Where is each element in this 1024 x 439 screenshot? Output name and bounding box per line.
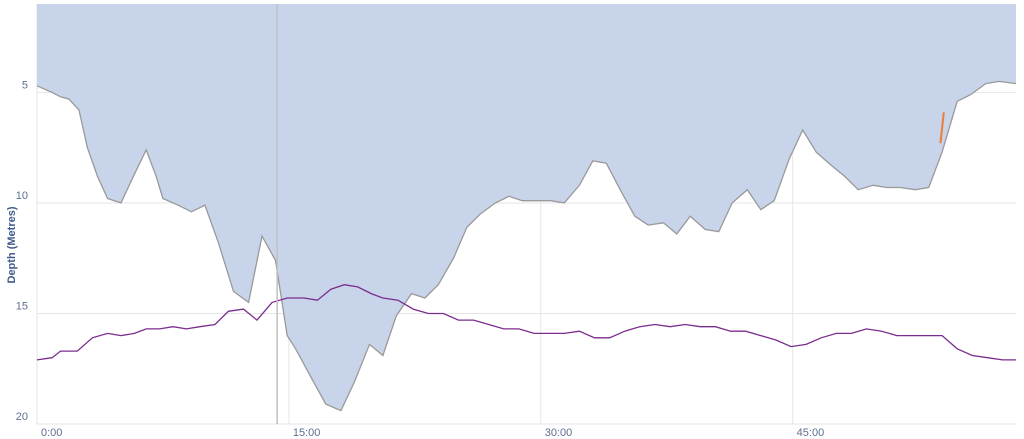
y-tick-label: 15 <box>16 300 28 312</box>
x-tick-label: 15:00 <box>293 427 321 439</box>
x-tick-label: 30:00 <box>545 427 573 439</box>
y-tick-label: 10 <box>16 190 28 202</box>
x-tick-label: 0:00 <box>41 427 62 439</box>
temperature-line <box>36 284 1016 361</box>
depth-profile-line <box>36 80 1017 412</box>
depth-area <box>37 4 1016 411</box>
y-axis-label: Depth (Metres) <box>6 206 18 283</box>
y-axis-ticks: 5 10 15 20 <box>16 79 28 423</box>
y-tick-label: 5 <box>22 79 28 91</box>
x-axis-ticks: 0:00 15:00 30:00 45:00 <box>41 427 824 439</box>
ascent-highlight-segment <box>939 112 945 144</box>
x-tick-label: 45:00 <box>797 427 825 439</box>
y-tick-label: 20 <box>16 411 28 423</box>
